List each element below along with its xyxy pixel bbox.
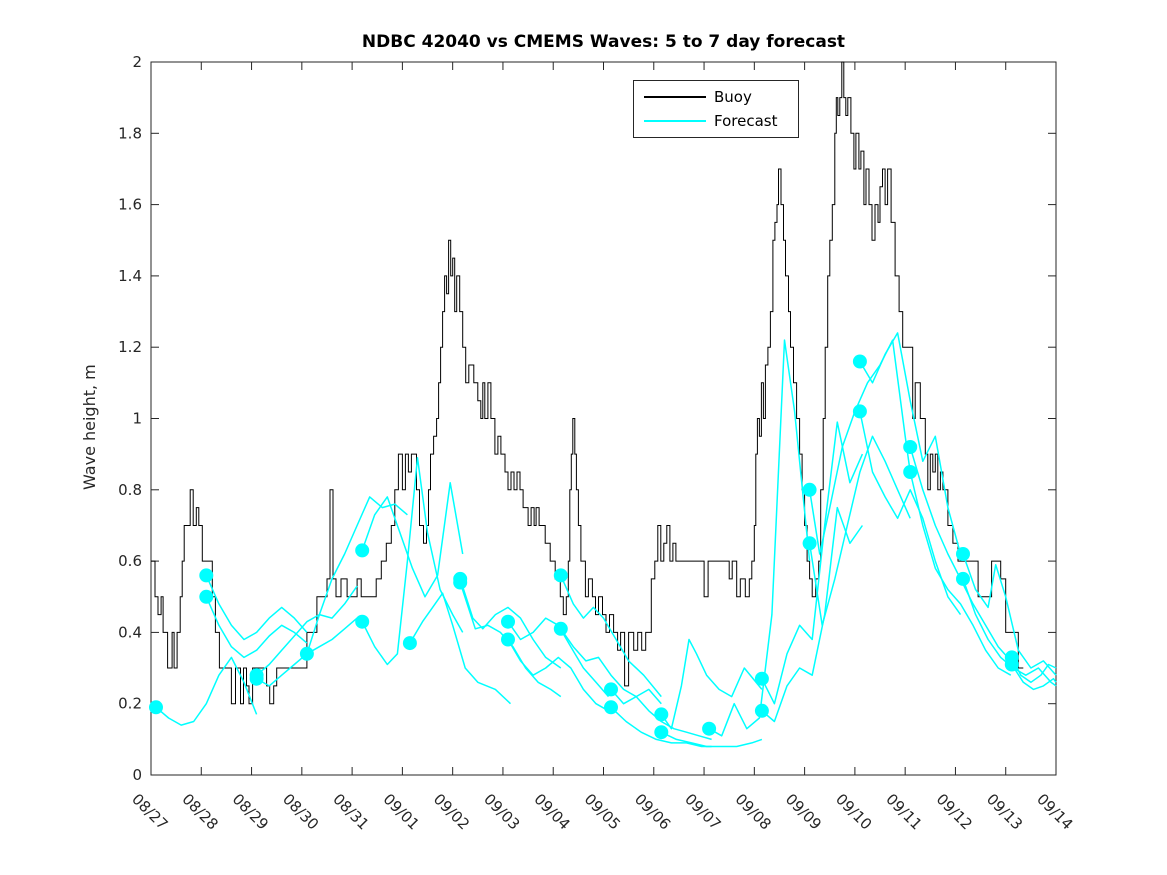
y-tick-label: 1 (132, 410, 142, 428)
x-tick-label: 09/12 (933, 790, 976, 833)
legend-box: Buoy Forecast (633, 80, 799, 138)
forecast-start-marker (754, 703, 769, 718)
forecast-start-marker (402, 636, 417, 651)
forecast-line (610, 706, 712, 748)
forecast-start-marker (754, 671, 769, 686)
forecast-line (1011, 664, 1057, 691)
forecast-start-marker (702, 721, 717, 736)
x-tick-label: 09/14 (1033, 790, 1076, 833)
forecast-line (507, 639, 609, 712)
forecast-start-marker (604, 700, 618, 715)
forecast-start-marker (249, 671, 264, 686)
buoy-line-sample (644, 96, 706, 98)
forecast-line (610, 688, 712, 741)
forecast-line (205, 575, 308, 641)
forecast-start-marker (355, 543, 370, 558)
forecast-line (361, 481, 464, 598)
x-tick-label: 09/04 (530, 790, 573, 833)
y-tick-label: 0.2 (118, 695, 142, 713)
forecast-start-marker (852, 354, 867, 369)
forecast-start-marker (453, 575, 468, 590)
forecast-line (361, 456, 464, 666)
x-tick-label: 09/02 (430, 790, 473, 833)
x-tick-label: 09/07 (681, 790, 724, 833)
buoy-line (151, 61, 1024, 705)
x-tick-label: 08/27 (128, 790, 171, 833)
x-tick-label: 08/30 (279, 790, 322, 833)
forecast-start-marker (956, 571, 970, 586)
forecast-start-marker (355, 614, 370, 629)
forecast-line (306, 496, 408, 655)
y-tick-label: 1.6 (118, 196, 142, 214)
forecast-start-marker (501, 614, 515, 629)
forecast-start-marker (654, 725, 669, 740)
forecast-line (660, 731, 763, 748)
chart-title: NDBC 42040 vs CMEMS Waves: 5 to 7 day fo… (361, 32, 846, 52)
forecast-start-marker (956, 547, 970, 561)
x-tick-label: 09/11 (882, 790, 925, 833)
forecast-line (962, 553, 1057, 676)
forecast-line (761, 421, 864, 705)
x-tick-label: 09/03 (480, 790, 523, 833)
forecast-start-marker (903, 465, 918, 479)
forecast-line (409, 592, 512, 705)
y-tick-label: 2 (132, 53, 142, 71)
x-tick-label: 08/29 (229, 790, 272, 833)
y-tick-label: 1.2 (118, 338, 142, 356)
forecast-line (459, 578, 562, 669)
forecast-start-marker (501, 632, 515, 647)
forecast-line (660, 638, 763, 730)
x-tick-label: 09/01 (380, 790, 423, 833)
forecast-line (708, 339, 811, 737)
forecast-line (808, 339, 911, 555)
x-tick-label: 08/31 (329, 790, 372, 833)
forecast-line (560, 575, 662, 698)
y-tick-label: 1.4 (118, 267, 142, 285)
forecast-start-marker (299, 646, 314, 661)
legend-item-forecast: Forecast (634, 109, 798, 133)
forecast-line (155, 656, 258, 726)
forecast-start-marker (852, 404, 867, 419)
forecast-line (205, 596, 308, 659)
forecast-start-marker (802, 536, 817, 551)
x-tick-label: 08/28 (178, 790, 221, 833)
legend-label-forecast: Forecast (714, 112, 778, 130)
forecast-start-marker (903, 440, 918, 454)
forecast-line (808, 435, 911, 627)
y-tick-label: 0.8 (118, 481, 142, 499)
y-tick-label: 0 (132, 766, 142, 784)
x-tick-label: 09/10 (832, 790, 875, 833)
legend-label-buoy: Buoy (714, 88, 752, 106)
y-tick-label: 0.6 (118, 552, 142, 570)
forecast-start-marker (1004, 657, 1019, 672)
forecast-start-marker (199, 589, 214, 604)
y-tick-label: 0.4 (118, 623, 142, 641)
legend-item-buoy: Buoy (634, 85, 798, 109)
forecast-start-marker (802, 482, 817, 497)
y-tick-label: 1.8 (118, 124, 142, 142)
x-tick-label: 09/08 (732, 790, 775, 833)
x-tick-label: 09/06 (631, 790, 674, 833)
forecast-line (909, 471, 1012, 676)
forecast-start-marker (654, 707, 669, 722)
forecast-start-marker (604, 682, 618, 697)
x-tick-label: 09/05 (581, 790, 624, 833)
forecast-start-marker (149, 700, 163, 715)
forecast-line (859, 332, 962, 555)
forecast-start-marker (553, 568, 568, 583)
forecast-line (859, 411, 962, 616)
forecast-line (1011, 657, 1057, 684)
forecast-line (256, 585, 358, 676)
x-tick-label: 09/09 (782, 790, 825, 833)
forecast-start-marker (199, 568, 214, 583)
x-tick-label: 09/13 (983, 790, 1026, 833)
forecast-line (560, 628, 662, 705)
forecast-start-marker (553, 621, 568, 636)
forecast-line-sample (644, 120, 706, 122)
